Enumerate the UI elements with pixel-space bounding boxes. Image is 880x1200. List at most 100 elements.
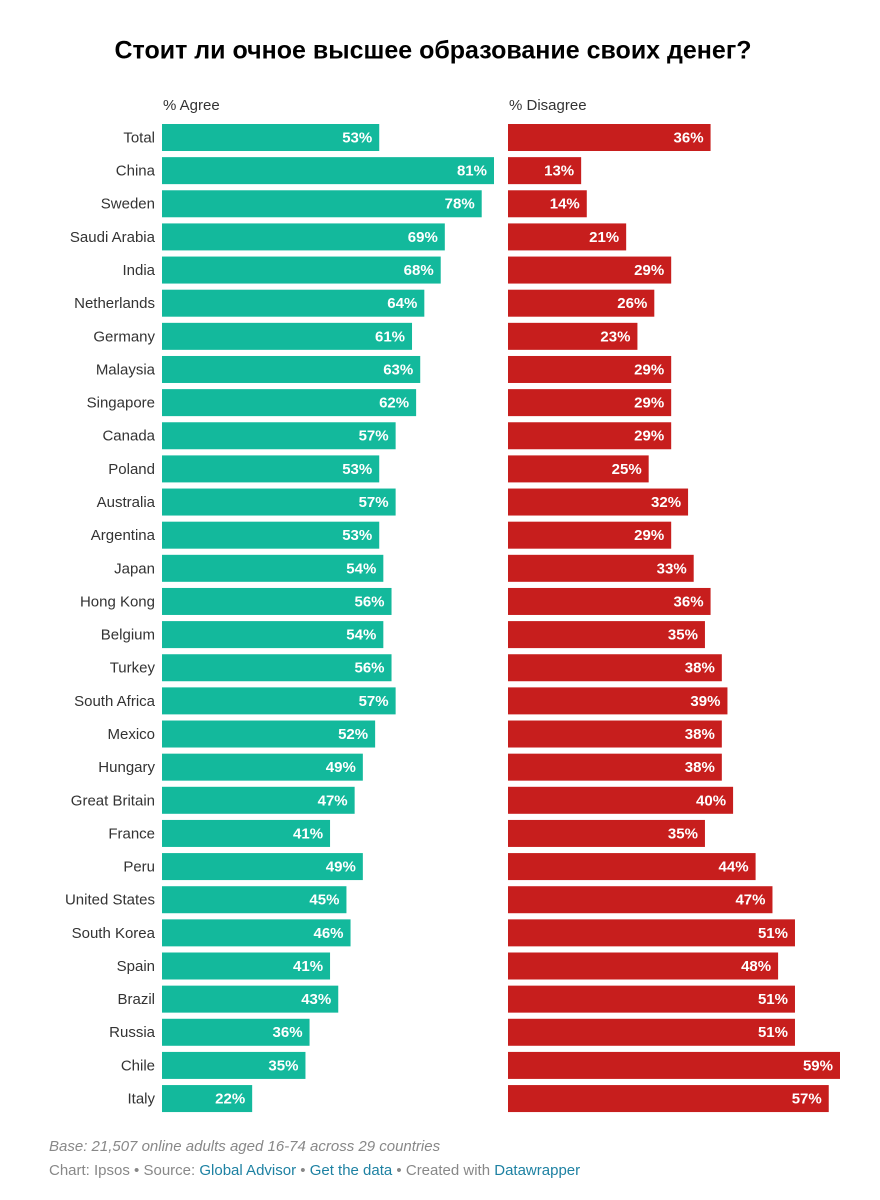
category-label: Netherlands [74, 295, 155, 312]
bar [162, 720, 376, 748]
bar [162, 521, 380, 549]
value-label: 36% [674, 593, 704, 610]
footer-note: Base: 21,507 online adults aged 16-74 ac… [49, 1138, 441, 1155]
value-label: 61% [375, 328, 405, 345]
value-label: 38% [685, 759, 715, 776]
category-label: India [122, 262, 155, 279]
category-label: France [108, 825, 155, 842]
category-label: Poland [108, 461, 155, 478]
bar [508, 853, 756, 881]
bar [508, 985, 795, 1013]
value-label: 39% [690, 693, 720, 710]
value-label: 41% [293, 825, 323, 842]
value-label: 56% [354, 660, 384, 677]
tool-link[interactable]: Datawrapper [494, 1162, 581, 1179]
bar [508, 1051, 840, 1079]
value-label: 51% [758, 1024, 788, 1041]
bar [508, 289, 655, 317]
footer: Base: 21,507 online adults aged 16-74 ac… [49, 1138, 580, 1179]
panel-header: % Disagree [509, 97, 587, 114]
byline: Chart: Ipsos [49, 1162, 130, 1179]
separator: • [300, 1162, 306, 1179]
bar [162, 886, 347, 914]
bar [508, 1018, 795, 1046]
bar [508, 886, 773, 914]
bar [162, 587, 392, 615]
bar [162, 753, 363, 781]
value-label: 53% [342, 129, 372, 146]
value-label: 44% [719, 859, 749, 876]
bar [508, 322, 638, 350]
category-label: Russia [109, 1024, 156, 1041]
value-label: 43% [301, 991, 331, 1008]
bar [162, 1018, 310, 1046]
category-label: Argentina [91, 527, 156, 544]
value-label: 53% [342, 527, 372, 544]
bar [162, 687, 396, 715]
bar [508, 687, 728, 715]
bar [162, 952, 331, 980]
created-label: Created with [405, 1162, 491, 1179]
value-label: 21% [589, 229, 619, 246]
category-label: Canada [102, 428, 155, 445]
bar [162, 124, 380, 151]
category-label: Great Britain [71, 792, 155, 809]
value-label: 45% [309, 892, 339, 909]
data-link[interactable]: Get the data [309, 1162, 393, 1179]
value-label: 49% [326, 859, 356, 876]
value-label: 25% [612, 461, 642, 478]
category-label: China [116, 163, 156, 180]
value-label: 54% [346, 560, 376, 577]
category-label: Peru [123, 859, 155, 876]
value-label: 57% [792, 1091, 822, 1108]
value-label: 68% [404, 262, 434, 279]
bar [508, 355, 672, 383]
bar [508, 1085, 829, 1113]
value-label: 32% [651, 494, 681, 511]
value-label: 33% [657, 560, 687, 577]
value-label: 38% [685, 660, 715, 677]
value-label: 57% [359, 693, 389, 710]
bar [162, 289, 425, 317]
category-label: Italy [127, 1091, 155, 1108]
value-label: 46% [314, 925, 344, 942]
value-label: 35% [668, 627, 698, 644]
bar [162, 1085, 253, 1113]
category-label: Brazil [117, 991, 155, 1008]
value-label: 47% [735, 892, 765, 909]
bar [162, 157, 494, 185]
source-link[interactable]: Global Advisor [199, 1162, 297, 1179]
bar [162, 190, 482, 218]
value-label: 62% [379, 395, 409, 412]
bar [508, 389, 672, 417]
bar [508, 919, 795, 947]
bar [508, 256, 672, 284]
bar [162, 819, 331, 847]
value-label: 78% [445, 196, 475, 213]
bar [508, 521, 672, 549]
value-label: 29% [634, 395, 664, 412]
value-label: 36% [273, 1024, 303, 1041]
value-label: 22% [215, 1091, 245, 1108]
value-label: 57% [359, 494, 389, 511]
value-label: 57% [359, 428, 389, 445]
value-label: 51% [758, 925, 788, 942]
bar [162, 256, 441, 284]
bar [162, 223, 445, 251]
value-label: 69% [408, 229, 438, 246]
category-label: Hungary [98, 759, 155, 776]
bar [162, 1051, 306, 1079]
category-label: Hong Kong [80, 593, 155, 610]
category-label: Saudi Arabia [70, 229, 156, 246]
value-label: 81% [457, 163, 487, 180]
bar [508, 952, 779, 980]
bar [508, 720, 722, 748]
value-label: 64% [387, 295, 417, 312]
category-label: Chile [121, 1057, 155, 1074]
category-label: Belgium [101, 627, 155, 644]
value-label: 48% [741, 958, 771, 975]
bar [162, 654, 392, 682]
separator: • [396, 1162, 402, 1179]
category-label: Turkey [110, 660, 156, 677]
bar [162, 554, 384, 582]
